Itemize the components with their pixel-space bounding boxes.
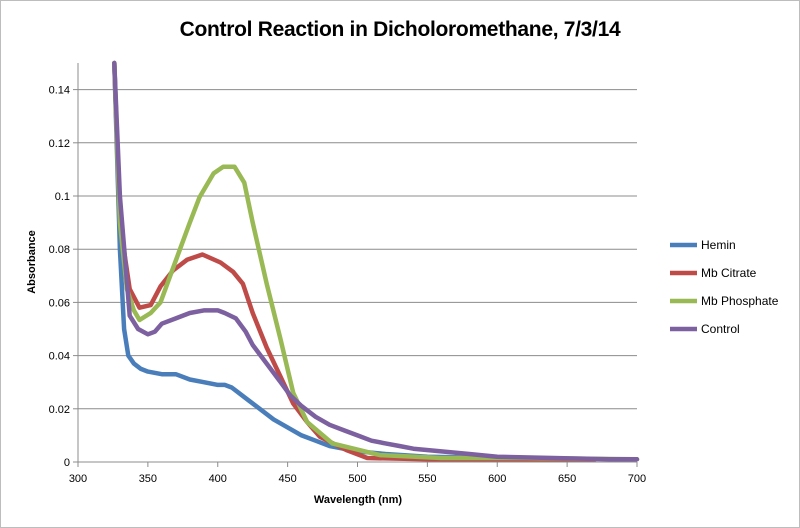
- legend-label: Mb Citrate: [701, 266, 757, 280]
- x-tick-label: 350: [139, 473, 157, 485]
- x-tick-label: 550: [418, 473, 436, 485]
- x-tick-label: 450: [278, 473, 296, 485]
- x-tick-label: 500: [348, 473, 366, 485]
- y-axis-label: Absorbance: [26, 230, 38, 294]
- y-tick-label: 0.14: [49, 85, 70, 97]
- legend-label: Control: [701, 322, 740, 336]
- x-tick-label: 700: [628, 473, 646, 485]
- y-tick-label: 0.04: [49, 351, 70, 363]
- series-line-mb-phosphate: [112, 60, 640, 462]
- y-tick-label: 0.08: [49, 244, 70, 256]
- legend-label: Hemin: [701, 238, 736, 252]
- y-tick-label: 0.1: [55, 191, 70, 203]
- series-line-control: [112, 60, 640, 462]
- x-tick-label: 650: [558, 473, 576, 485]
- legend-label: Mb Phosphate: [701, 294, 779, 308]
- y-tick-label: 0.02: [49, 404, 70, 416]
- chart-title: Control Reaction in Dicholoromethane, 7/…: [179, 18, 621, 41]
- y-tick-label: 0.06: [49, 297, 70, 309]
- x-axis-label: Wavelength (nm): [314, 494, 403, 506]
- series-line-mb-citrate: [112, 60, 598, 462]
- y-tick-label: 0.12: [49, 138, 70, 150]
- x-tick-label: 600: [488, 473, 506, 485]
- x-tick-label: 400: [209, 473, 227, 485]
- y-tick-label: 0: [64, 457, 70, 469]
- x-tick-label: 300: [69, 473, 87, 485]
